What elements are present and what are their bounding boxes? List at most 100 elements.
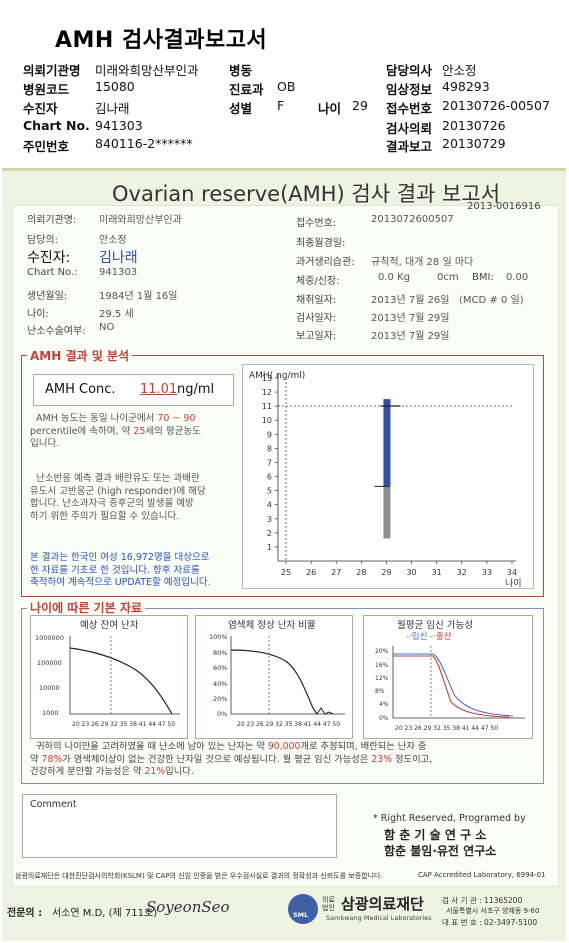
- sheet-collect-label: 채취일자:: [296, 295, 337, 306]
- sheet-cycle-value: 규칙적, 대개 28 일 마다: [371, 257, 474, 268]
- doctor-value: 안소정: [442, 63, 477, 78]
- amh-data-note: 본 결과는 한국인 여성 16,972명을 대상으로 한 자료를 기초로 한 것…: [30, 552, 211, 588]
- pregnancy-legend: -·임신 -·출산: [406, 632, 452, 642]
- amh-ytick-label: 5: [267, 487, 272, 496]
- result-value: 20130729: [442, 136, 506, 151]
- amh-ytick-label: 11: [262, 402, 272, 411]
- sheet-weight-label: 체중/신장:: [296, 276, 340, 287]
- sheet-receipt-label: 접수번호:: [296, 218, 337, 229]
- amh-ytick-label: 3: [267, 515, 272, 524]
- hospital-code-label: 병원코드: [23, 82, 70, 97]
- pregnancy-title: 월평균 임신 가능성: [397, 620, 473, 631]
- org-name: 삼광의료재단: [341, 895, 424, 913]
- doc-number: 2013-0016916: [467, 201, 541, 212]
- sheet-birth-label: 생년월일:: [27, 291, 68, 302]
- preg-ytick-2: 16%: [375, 662, 389, 669]
- sheet-patient-value: 김나래: [99, 250, 138, 266]
- sheet-doctor-label: 담당의:: [27, 235, 58, 246]
- chromo-ytick-2: 60%: [213, 664, 227, 672]
- ward-label: 병동: [229, 63, 253, 78]
- dept-label: 진료과: [229, 82, 264, 97]
- amh-xtick-label: 28: [356, 568, 366, 577]
- dept-value: OB: [277, 79, 296, 94]
- chromo-ytick-4: 20%: [213, 695, 227, 703]
- amh-ytick-label: 13: [262, 374, 272, 383]
- egg-reserve-chart: 1000000 100000 10000 1000 20 23 26 29 32…: [35, 634, 180, 728]
- amh-ytick-label: 6: [267, 473, 272, 482]
- preg-ytick-10: 0%: [379, 715, 389, 722]
- sheet-receipt-value: 2013072600507: [371, 214, 454, 225]
- cap-text: CAP Accredited Laboratory, 6994-01: [418, 871, 546, 879]
- chart-no-label: Chart No.: [23, 118, 90, 133]
- chromo-ytick-1: 80%: [213, 649, 227, 657]
- sheet-surgery-label: 난소수술여부:: [27, 326, 86, 337]
- amh-ytick-label: 8: [267, 444, 272, 453]
- amh-ytick-label: 2: [267, 529, 272, 538]
- chromo-ytick-5: 0%: [217, 710, 227, 718]
- sheet-lmp-label: 최종월경일:: [296, 238, 346, 249]
- sheet-test-label: 검사일자:: [296, 313, 337, 324]
- amh-range-bar-1: [383, 399, 391, 487]
- amh-conc-unit: ng/ml: [177, 382, 215, 397]
- preg-ytick-6: 8%: [375, 688, 385, 695]
- amh-ytick-label: 4: [267, 501, 272, 510]
- amh-xtick-label: 33: [482, 568, 492, 577]
- org-prefix: 의료법인: [322, 896, 335, 912]
- hospital-code-value: 15080: [95, 79, 135, 94]
- institution-value: 미래와희망산부인과: [95, 63, 199, 78]
- chromo-curve: [230, 649, 318, 715]
- amh-response-text: 난소반응 예측 결과 배란유도 또는 과배란 유도시 고반응군 (high re…: [30, 473, 206, 522]
- sheet-test-value: 2013년 7월 29일: [371, 313, 450, 324]
- org-en: Samkwang Medical Laboratories: [326, 914, 432, 922]
- receipt-value: 20130726-00507: [442, 98, 550, 113]
- chromosome-card: [195, 615, 353, 739]
- age-value: 29: [352, 98, 368, 113]
- chromo-ytick-0: 100%: [209, 633, 228, 641]
- org-tel: 대 표 번 호 : 02-3497-5100: [442, 918, 538, 927]
- chart-no-value: 941303: [95, 118, 143, 133]
- amh-xtick-label: 32: [457, 568, 467, 577]
- sheet-chart-label: Chart No.:: [27, 267, 78, 278]
- sheet-inst-label: 의뢰기관명:: [27, 215, 77, 226]
- sheet-bmi-label: BMI:: [472, 272, 494, 283]
- org-addr: 서울특별시 서초구 양재동 9-60: [446, 907, 540, 915]
- amh-ytick-label: 12: [262, 388, 272, 397]
- comment-box: [22, 794, 337, 858]
- sheet-surgery-value: NO: [99, 322, 115, 333]
- sheet-collect-value: 2013년 7월 26일: [371, 295, 450, 306]
- report-title: AMH 검사결과보고서: [55, 28, 268, 53]
- result-label: 결과보고: [386, 139, 433, 154]
- company-1: 함 춘 기 술 연 구 소: [384, 828, 487, 842]
- org-logo-text: SML: [293, 911, 309, 919]
- institution-label: 의뢰기관명: [23, 63, 81, 78]
- sheet-cycle-label: 과거생리습관:: [296, 257, 355, 268]
- sheet-chart-value: 941303: [99, 267, 138, 278]
- specialist-label: 전문의 :: [7, 908, 43, 919]
- age-label: 나이: [318, 101, 342, 116]
- sheet-bmi-value: 0.00: [506, 272, 529, 283]
- org-logo-icon: [288, 894, 318, 924]
- amh-xtick-label: 30: [406, 568, 416, 577]
- request-label: 검사의뢰: [386, 121, 433, 136]
- egg-reserve-card: [30, 615, 188, 739]
- sheet-doctor-value: 안소정: [99, 235, 127, 246]
- sheet-report-label: 보고일자:: [296, 331, 337, 342]
- amh-chart-xlabel: 나이: [505, 578, 522, 589]
- amh-ytick-label: 7: [267, 458, 272, 467]
- pregnancy-chart: 20% 16% 12% 8% 4% 0% 20 23 26 29 32 35 3…: [375, 646, 525, 732]
- basic-summary: 귀하의 나이만을 고려하였을 때 난소에 남아 있는 난자는 약 90,000개…: [30, 741, 433, 777]
- specialist-value: 서소연 M.D, (제 711호): [52, 908, 158, 919]
- amh-interpretation: AMH 농도는 동일 나이군에서 70 ~ 90 percentile에 속하며…: [30, 413, 201, 449]
- chromo-ytick-3: 40%: [213, 680, 227, 688]
- egg-reserve-title: 예상 잔여 난자: [80, 620, 139, 631]
- egg-xticks: 20 23 26 29 32 35 38 41 44 47 50: [72, 721, 175, 728]
- doctor-label: 담당의사: [386, 63, 433, 78]
- patient-value: 김나래: [95, 101, 130, 116]
- egg-curve: [69, 647, 173, 715]
- chromosome-chart: 100% 80% 60% 40% 20% 0% 20 23 26 29 32 3…: [209, 633, 345, 728]
- resident-label: 주민번호: [23, 139, 70, 154]
- sheet-age-value: 29.5 세: [99, 309, 134, 320]
- sex-label: 성별: [229, 101, 253, 116]
- amh-xtick-label: 27: [331, 568, 341, 577]
